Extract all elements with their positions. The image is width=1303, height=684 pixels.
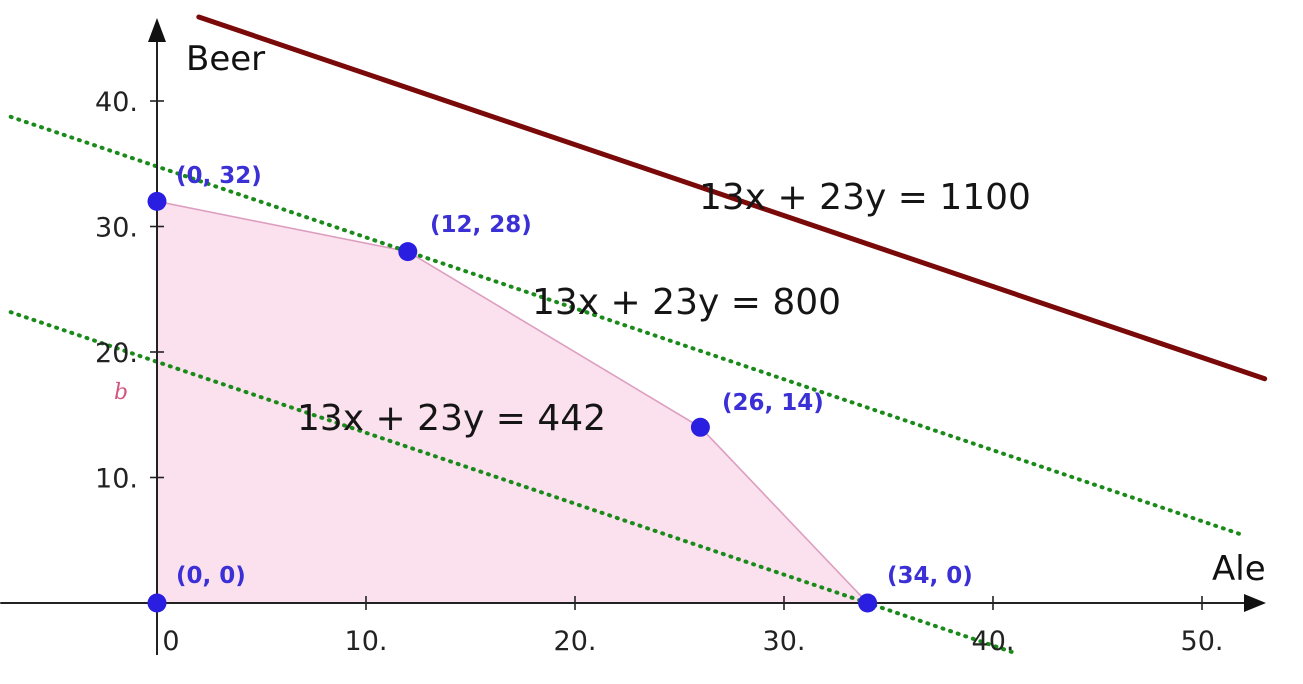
series-label-1100: 13x + 23y = 1100: [699, 177, 1031, 218]
region-label: b: [114, 380, 128, 405]
y-tick-label: 10.: [95, 464, 138, 495]
vertex-point: [147, 593, 167, 613]
vertex-label: (0, 32): [176, 163, 262, 189]
series-label-800: 13x + 23y = 800: [532, 282, 841, 323]
vertex-label: (0, 0): [176, 563, 246, 589]
series-line-1100: [196, 14, 1268, 382]
y-axis-arrow: [148, 18, 166, 42]
x-tick-label: 30.: [763, 626, 806, 657]
series-label-442: 13x + 23y = 442: [297, 398, 606, 439]
y-tick-label: 20.: [95, 338, 138, 369]
x-tick-label: 40.: [972, 626, 1015, 657]
vertex-point: [147, 191, 167, 211]
x-tick-label: 0: [162, 626, 179, 657]
series-line-800: [8, 114, 1246, 538]
vertex-point: [398, 242, 418, 262]
vertex-point: [690, 417, 710, 437]
vertex-label: (12, 28): [430, 212, 532, 238]
x-axis-arrow: [1244, 594, 1266, 612]
x-tick-label: 10.: [345, 626, 388, 657]
y-tick-label: 30.: [95, 213, 138, 244]
x-axis-title: Ale: [1212, 549, 1266, 589]
vertex-label: (26, 14): [722, 390, 824, 416]
vertex-point: [858, 593, 878, 613]
y-tick-label: 40.: [95, 87, 138, 118]
y-axis-title: Beer: [186, 39, 265, 79]
vertex-label: (34, 0): [887, 563, 973, 589]
x-tick-label: 50.: [1181, 626, 1224, 657]
series-line-442: [8, 310, 1016, 655]
x-tick-label: 20.: [554, 626, 597, 657]
